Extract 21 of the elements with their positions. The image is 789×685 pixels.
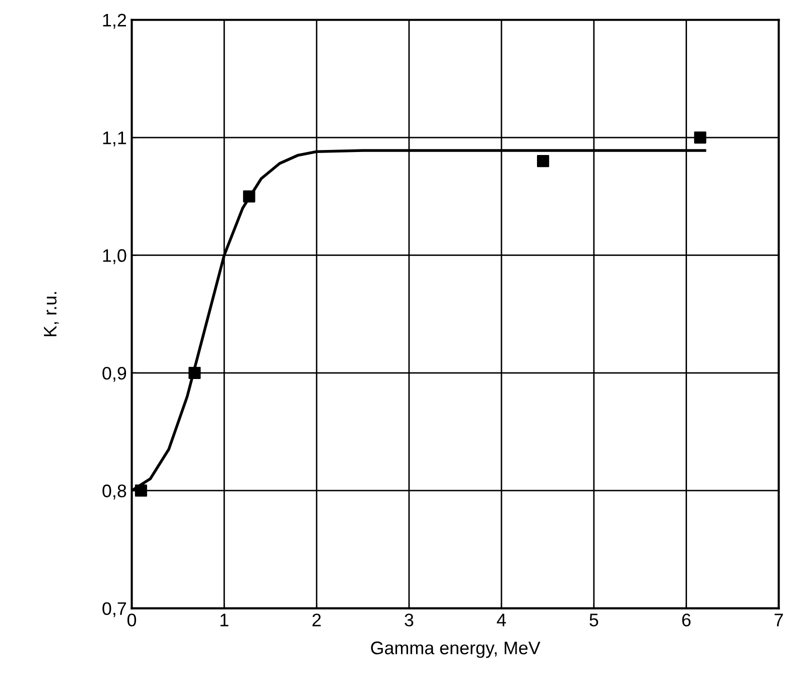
- y-tick-label: 0,8: [102, 484, 126, 500]
- x-tick-label: 1: [220, 614, 228, 626]
- x-tick-label: 7: [774, 614, 783, 626]
- x-tick-label: 0: [127, 614, 136, 626]
- x-tick-label: 4: [496, 614, 506, 626]
- y-tick-label: 0,9: [102, 366, 126, 382]
- x-axis-title: Gamma energy, MeV: [371, 642, 540, 658]
- y-axis-title: K, r.u.: [44, 292, 59, 336]
- point: [694, 131, 706, 144]
- point: [536, 155, 550, 168]
- point: [243, 190, 256, 202]
- x-tick-label: 3: [404, 614, 414, 626]
- point: [134, 484, 148, 497]
- y-tick-label: 1,2: [103, 14, 126, 29]
- x-tick-label: 5: [590, 614, 598, 626]
- x-tick-label: 6: [682, 614, 691, 626]
- x-tick-label: 2: [312, 614, 321, 626]
- point: [188, 366, 201, 379]
- y-tick-label: 0,7: [102, 602, 126, 618]
- y-tick-label: 1,1: [103, 132, 126, 146]
- y-tick-label: 1,0: [103, 249, 126, 264]
